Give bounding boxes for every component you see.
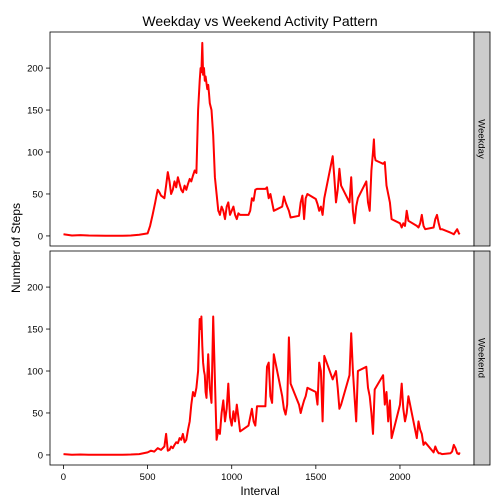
y-tick-label-weekday-150: 150 bbox=[27, 106, 43, 117]
y-tick-label-weekend-50: 50 bbox=[32, 408, 43, 419]
chart-title: Weekday vs Weekend Activity Pattern bbox=[142, 13, 377, 29]
y-tick-label-weekday-100: 100 bbox=[27, 148, 43, 159]
x-tick-label-0: 0 bbox=[61, 472, 66, 483]
facet-strip-label-weekend: Weekend bbox=[476, 338, 487, 378]
y-tick-label-weekday-200: 200 bbox=[27, 64, 43, 75]
y-tick-label-weekend-200: 200 bbox=[27, 283, 43, 294]
x-tick-label-500: 500 bbox=[140, 472, 156, 483]
x-tick-label-2000: 2000 bbox=[389, 472, 410, 483]
x-tick-label-1000: 1000 bbox=[221, 472, 242, 483]
plot-area-weekday bbox=[50, 32, 474, 246]
panel-weekday: Weekday 0 50 100 150 200 bbox=[27, 32, 490, 246]
y-tick-label-weekday-50: 50 bbox=[32, 189, 43, 200]
facet-strip-label-weekday: Weekday bbox=[476, 119, 487, 159]
y-tick-label-weekend-0: 0 bbox=[38, 450, 43, 461]
y-tick-label-weekday-0: 0 bbox=[38, 231, 43, 242]
y-axis-title: Number of Steps bbox=[9, 203, 23, 293]
y-tick-label-weekend-100: 100 bbox=[27, 367, 43, 378]
x-tick-label-1500: 1500 bbox=[305, 472, 326, 483]
x-axis-title: Interval bbox=[240, 484, 279, 498]
plot-area-weekend bbox=[50, 251, 474, 465]
y-tick-label-weekend-150: 150 bbox=[27, 325, 43, 336]
